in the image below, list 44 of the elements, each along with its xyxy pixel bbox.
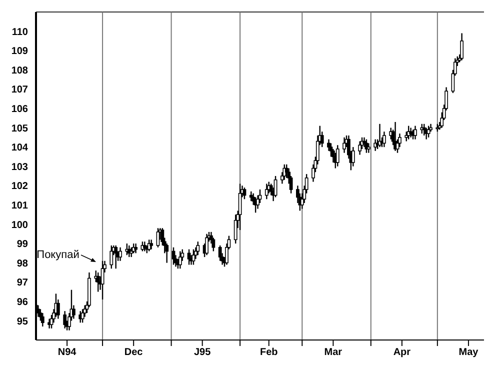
y-tick-label: 99 [16, 239, 28, 250]
candlestick [150, 239, 154, 250]
y-tick-label: 109 [11, 46, 28, 58]
y-tick-label: 101 [11, 200, 28, 212]
candlestick [426, 125, 430, 138]
x-tick-label: Dec [124, 347, 144, 358]
candlestick [178, 250, 182, 270]
y-tick-label: 110 [12, 26, 28, 38]
y-tick-label: 100 [11, 220, 28, 231]
candlestick [382, 131, 386, 148]
candlestick [234, 214, 238, 244]
y-tick-label: 106 [11, 104, 28, 116]
candlestick [336, 144, 340, 167]
candlestick [409, 127, 413, 138]
x-tick-label: Feb [260, 347, 278, 358]
candlestick [63, 310, 67, 330]
candlestick [40, 312, 44, 328]
y-tick-label: 96 [16, 296, 28, 308]
candlestick [134, 242, 138, 254]
x-tick-label: J95 [194, 347, 212, 358]
candlestick [80, 308, 84, 324]
x-tick-label: Mar [324, 347, 342, 358]
y-tick-label: 102 [11, 181, 28, 192]
y-tick-label: 97 [16, 278, 28, 289]
candlestick [366, 142, 370, 154]
candlestick [130, 246, 134, 258]
y-tick-label: 107 [11, 84, 28, 96]
annotation: Покупай [36, 249, 80, 261]
x-tick-label: N94 [58, 347, 77, 358]
candlestick [218, 244, 222, 262]
candlestick [196, 241, 200, 256]
y-tick-label: 95 [16, 316, 28, 328]
y-tick-label: 104 [11, 142, 28, 154]
candlestick [460, 32, 464, 61]
candlestick [358, 140, 362, 156]
candlestick [110, 244, 114, 270]
y-tick-label: 105 [11, 123, 28, 134]
x-tick-label: May [458, 347, 479, 358]
y-tick-label: 103 [11, 162, 28, 173]
candlestick [142, 241, 146, 252]
candlestick [192, 248, 196, 266]
x-tick-label: Apr [393, 347, 411, 358]
y-tick-label: 108 [11, 65, 28, 76]
y-tick-label: 98 [16, 258, 28, 270]
